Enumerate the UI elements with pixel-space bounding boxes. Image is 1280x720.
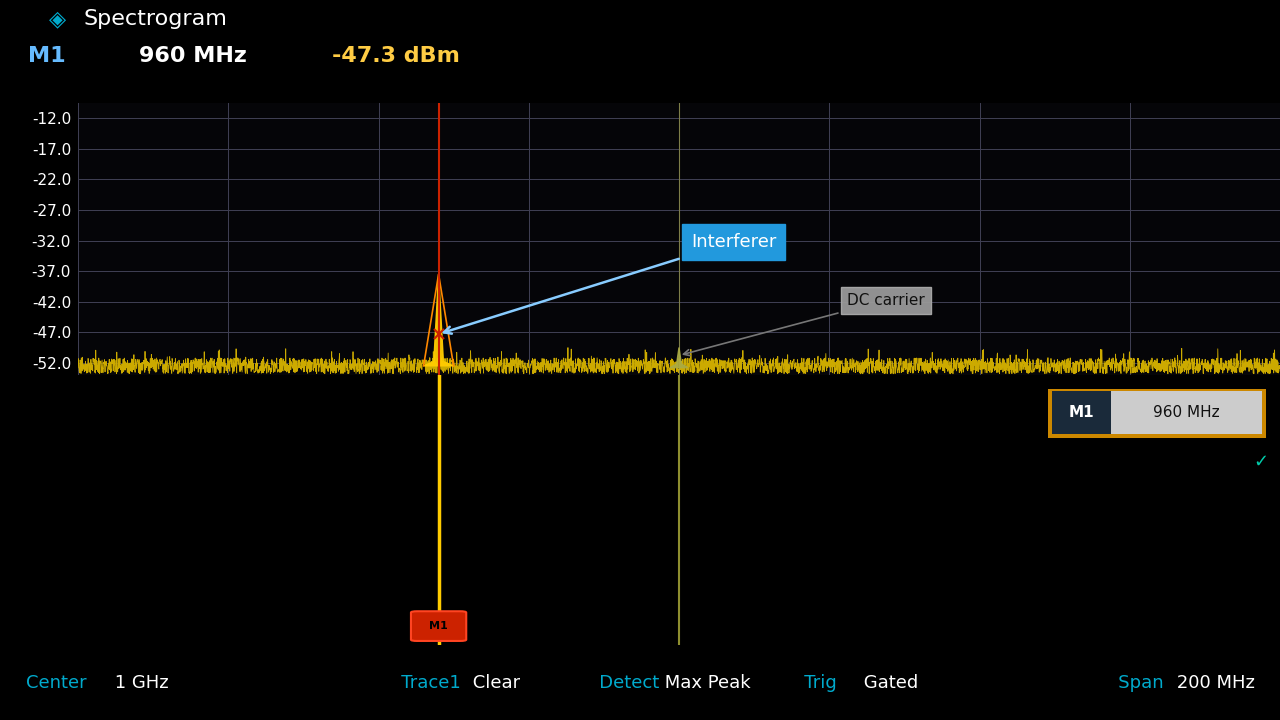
Text: Spectrogram: Spectrogram [83, 9, 227, 29]
Text: Clear: Clear [467, 673, 521, 691]
Text: 200 MHz: 200 MHz [1171, 673, 1256, 691]
Polygon shape [669, 348, 689, 368]
Text: 1 GHz: 1 GHz [109, 673, 169, 691]
Text: M1: M1 [1069, 405, 1094, 420]
Text: M1: M1 [28, 47, 65, 66]
Text: DC carrier: DC carrier [684, 293, 925, 356]
Text: ◈: ◈ [49, 9, 67, 29]
Text: Max Peak: Max Peak [659, 673, 751, 691]
Text: Detect: Detect [582, 673, 659, 691]
Polygon shape [424, 274, 453, 366]
Text: Interferer: Interferer [444, 233, 777, 333]
FancyBboxPatch shape [1048, 389, 1266, 438]
Text: M1: M1 [429, 621, 448, 631]
Text: Center: Center [26, 673, 86, 691]
FancyBboxPatch shape [1052, 391, 1111, 434]
Text: Span: Span [1101, 673, 1164, 691]
FancyBboxPatch shape [1111, 391, 1262, 434]
Text: Trig: Trig [787, 673, 837, 691]
Text: Gated: Gated [858, 673, 918, 691]
Text: 960 MHz: 960 MHz [138, 47, 247, 66]
Text: -47.3 dBm: -47.3 dBm [333, 47, 461, 66]
Text: Trace1: Trace1 [384, 673, 461, 691]
Text: 960 MHz: 960 MHz [1153, 405, 1220, 420]
FancyBboxPatch shape [411, 611, 466, 641]
Text: ✓: ✓ [1253, 452, 1268, 470]
